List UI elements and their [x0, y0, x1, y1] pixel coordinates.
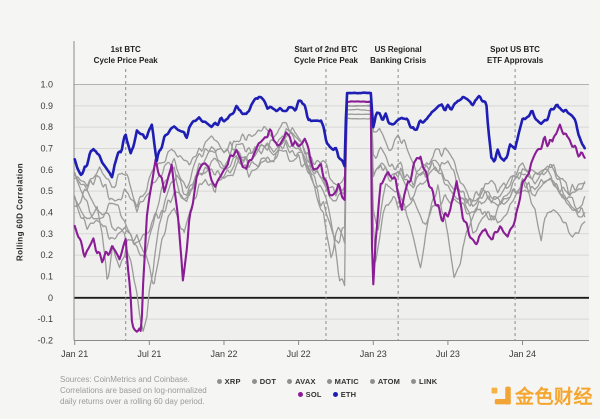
legend-dot: [369, 379, 375, 384]
legend-dot: [216, 379, 222, 384]
y-tick-label: 0.4: [40, 207, 53, 217]
event-label-line2: Cycle Price Peak: [294, 56, 359, 65]
event-label-line1: 1st BTC: [111, 45, 141, 54]
event-label-line2: ETF Approvals: [487, 56, 544, 65]
legend-row: SOL ETH: [297, 390, 357, 399]
legend-row: XRP DOT AVAX MATIC ATOM LINK: [216, 377, 438, 386]
sources-note: Sources: CoinMetrics and Coinbase. Corre…: [60, 375, 207, 406]
y-tick-label: 0.5: [40, 186, 53, 196]
x-tick-label: Jan 21: [61, 349, 88, 359]
legend-dot: [411, 379, 417, 384]
legend-label: ETH: [340, 390, 357, 399]
legend-label: ATOM: [377, 377, 401, 386]
legend-dot: [332, 392, 338, 397]
y-tick-label: 0.6: [40, 165, 53, 175]
legend-item-avax: AVAX: [287, 377, 316, 386]
event-label-line2: Cycle Price Peak: [94, 56, 159, 65]
series-eth: [73, 91, 587, 179]
x-tick-label: Jul 21: [137, 349, 161, 359]
y-tick-label: 1.0: [40, 80, 53, 90]
x-tick-label: Jan 23: [360, 349, 387, 359]
x-tick-label: Jul 22: [287, 349, 311, 359]
legend-label: XRP: [224, 377, 241, 386]
legend-item-link: LINK: [411, 377, 437, 386]
event-label-line1: US Regional: [375, 45, 422, 54]
legend-item-dot: DOT: [251, 377, 277, 386]
brand-logo-text: 金色财经: [514, 387, 593, 408]
y-tick-label: 0.3: [40, 229, 53, 239]
legend-label: DOT: [259, 377, 277, 386]
series-atom: [74, 117, 586, 262]
legend-dot: [297, 392, 303, 397]
legend-item-xrp: XRP: [216, 377, 241, 386]
y-tick-label: -0.2: [37, 335, 53, 345]
series-matic: [74, 104, 586, 260]
legend-item-sol: SOL: [297, 390, 322, 399]
legend-dot: [251, 379, 257, 384]
x-tick-label: Jul 23: [436, 349, 460, 359]
legend-item-eth: ETH: [332, 390, 357, 399]
series-sol: [73, 100, 586, 333]
y-tick-label: 0: [48, 293, 53, 303]
y-tick-label: 0.7: [40, 143, 53, 153]
correlation-chart-canvas: 1.0 0.9 0.8 0.7 0.6 0.5 0.4 0.3 0.2 0.1 0 -0.1 -0.2 J…: [37, 41, 589, 359]
legend-label: LINK: [419, 377, 438, 386]
legend-item-atom: ATOM: [369, 377, 401, 386]
golden-finance-icon: [491, 386, 511, 405]
x-tick-label: Jan 22: [210, 349, 237, 359]
y-tick-label: -0.1: [37, 314, 53, 324]
brand-logo: 金色财经: [491, 382, 593, 409]
event-label-line1: Start of 2nd BTC: [294, 45, 357, 54]
legend-dot: [287, 379, 293, 384]
y-tick-label: 0.9: [40, 101, 53, 111]
footer: Sources: CoinMetrics and Coinbase. Corre…: [0, 368, 600, 419]
series-xrp: [74, 108, 586, 332]
legend-label: AVAX: [295, 377, 316, 386]
y-tick-label: 0.1: [40, 271, 53, 281]
event-label-line2: Banking Crisis: [370, 56, 427, 65]
legend-label: MATIC: [334, 377, 359, 386]
legend-dot: [326, 379, 332, 384]
legend-item-matic: MATIC: [326, 377, 359, 386]
chart-legend: XRP DOT AVAX MATIC ATOM LINK SOL ETH: [216, 377, 437, 399]
series-dot: [74, 100, 586, 208]
series-avax: [74, 113, 586, 287]
event-label-line1: Spot US BTC: [490, 45, 540, 54]
y-tick-label: 0.8: [40, 122, 53, 132]
y-tick-label: 0.2: [40, 250, 53, 260]
legend-label: SOL: [305, 390, 322, 399]
x-tick-label: Jan 24: [509, 349, 536, 359]
